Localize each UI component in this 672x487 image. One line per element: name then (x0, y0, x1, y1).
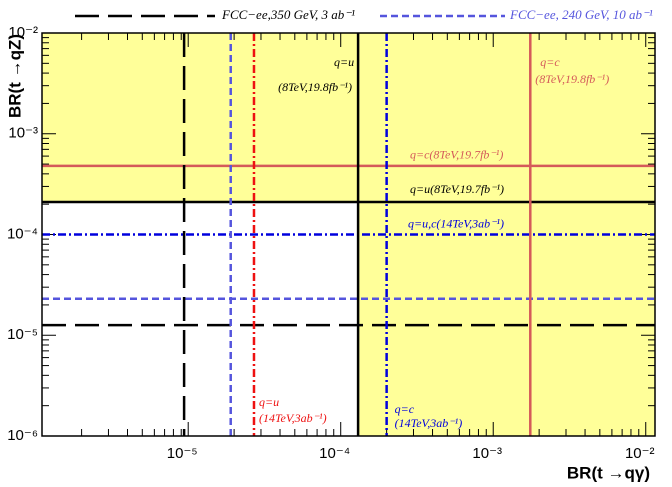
limit-label: q=u (259, 395, 279, 409)
limit-label: q=u(8TeV,19.7fb⁻¹) (410, 182, 504, 196)
y-tick-label: 10⁻² (8, 24, 38, 41)
y-tick-label: 10⁻³ (8, 125, 38, 142)
limit-label: q=u,c(14TeV,3ab⁻¹) (408, 216, 504, 230)
limit-label: q=c (540, 55, 560, 69)
legend-entry: FCC−ee,350 GeV, 3 ab⁻¹ (221, 7, 355, 22)
plot-frame (41, 32, 656, 437)
legend-entry: FCC−ee, 240 GeV, 10 ab⁻¹ (509, 7, 653, 22)
limit-label: q=c(8TeV,19.7fb⁻¹) (410, 148, 503, 162)
limit-label: q=u (334, 55, 354, 69)
y-tick-label: 10⁻⁶ (7, 427, 38, 444)
limit-label: (14TeV,3ab⁻¹) (259, 411, 327, 425)
allowed-region (42, 202, 359, 436)
y-tick-label: 10⁻⁵ (7, 326, 38, 343)
x-axis-label: BR(t →qγ) (567, 463, 650, 482)
x-tick-label: 10⁻² (625, 445, 655, 462)
x-tick-label: 10⁻⁴ (319, 445, 350, 462)
x-tick-label: 10⁻³ (472, 445, 502, 462)
limit-label: q=c (395, 402, 415, 416)
limit-label: (8TeV,19.8fb⁻¹) (278, 80, 352, 94)
y-axis-label: BR(t →qZ) (5, 34, 24, 118)
limit-label: (8TeV,19.8fb⁻¹) (535, 72, 609, 86)
y-tick-label: 10⁻⁴ (7, 225, 38, 242)
limit-label: (14TeV,3ab⁻¹) (395, 416, 463, 430)
x-tick-label: 10⁻⁵ (167, 445, 198, 462)
